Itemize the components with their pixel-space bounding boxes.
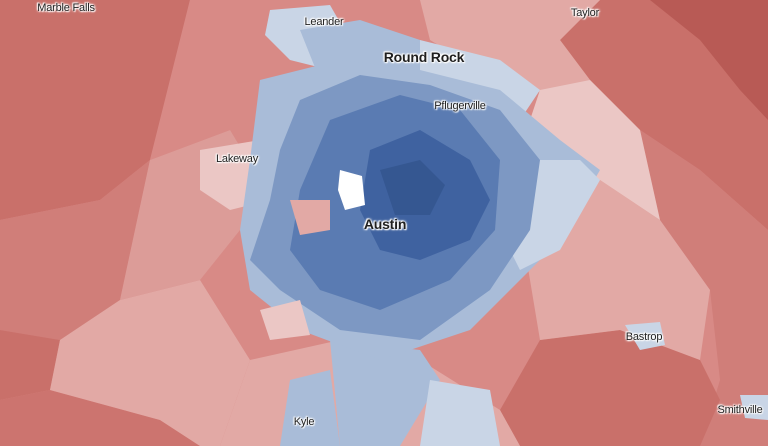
southwest-inner-region <box>50 280 250 446</box>
smithville-lightblue-area <box>740 395 768 420</box>
northwest-region <box>0 0 190 220</box>
south-pale-area <box>420 380 500 446</box>
southeast-region <box>500 330 720 446</box>
east-inner-region <box>520 80 660 220</box>
east-region <box>640 130 768 446</box>
west-region <box>0 160 150 340</box>
south-corridor-area <box>330 340 440 446</box>
bastrop-lightblue-area <box>625 322 665 350</box>
southwest-region <box>0 330 60 400</box>
kyle-lightblue-area <box>280 370 340 446</box>
downtown-core <box>380 160 445 215</box>
bottom-left-region <box>0 390 200 446</box>
north-east-inner-region <box>420 0 600 100</box>
far-northeast-region <box>650 0 768 120</box>
lake-white-area <box>338 170 365 210</box>
south-pink-pocket <box>260 300 310 340</box>
west-pink-pocket <box>290 200 330 235</box>
